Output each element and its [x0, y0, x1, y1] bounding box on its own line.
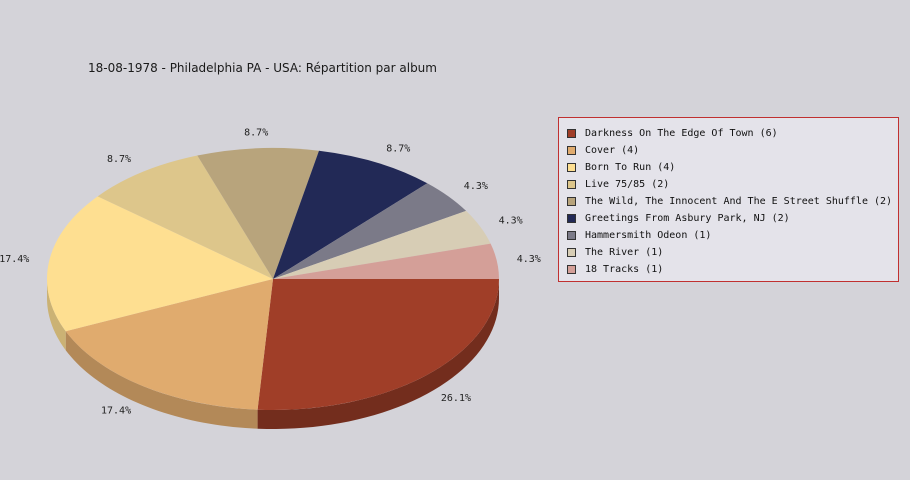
- pie-slice-8: [273, 243, 499, 279]
- legend-item: Darkness On The Edge Of Town (6): [559, 125, 898, 142]
- legend-swatch: [567, 129, 576, 138]
- legend-item: 18 Tracks (1): [559, 261, 898, 278]
- legend-item: The Wild, The Innocent And The E Street …: [559, 193, 898, 210]
- legend-label: The Wild, The Innocent And The E Street …: [585, 196, 893, 207]
- pie-slice-6: [273, 183, 467, 279]
- pie-slice-0: [257, 279, 499, 410]
- legend-label: Cover (4): [585, 145, 640, 156]
- pie-slice-4: [197, 147, 319, 279]
- legend-item: Greetings From Asbury Park, NJ (2): [559, 210, 898, 227]
- pie-slice-label-8: 4.3%: [517, 254, 541, 265]
- legend-label: Hammersmith Odeon (1): [585, 230, 712, 241]
- pie-slice-2: [47, 196, 273, 332]
- legend-swatch: [567, 248, 576, 257]
- pie-slice-label-1: 17.4%: [101, 406, 131, 417]
- legend-item: Born To Run (4): [559, 159, 898, 176]
- pie-slice-side-1: [65, 331, 258, 429]
- pie-slice-label-4: 8.7%: [244, 127, 268, 138]
- legend-item: The River (1): [559, 244, 898, 261]
- legend-item: Cover (4): [559, 142, 898, 159]
- legend-label: Darkness On The Edge Of Town (6): [585, 128, 778, 139]
- legend-item: Live 75/85 (2): [559, 176, 898, 193]
- legend-label: Live 75/85 (2): [585, 179, 670, 190]
- pie-slice-3: [97, 155, 273, 279]
- pie-slice-1: [65, 279, 274, 410]
- chart-title: 18-08-1978 - Philadelphia PA - USA: Répa…: [88, 61, 437, 75]
- pie-slice-label-7: 4.3%: [499, 215, 523, 226]
- legend-label: Greetings From Asbury Park, NJ (2): [585, 213, 790, 224]
- pie-slice-label-5: 8.7%: [386, 144, 410, 155]
- legend-swatch: [567, 231, 576, 240]
- pie-slice-label-3: 8.7%: [107, 154, 131, 165]
- legend-swatch: [567, 265, 576, 274]
- pie-slice-7: [273, 210, 491, 279]
- pie-slice-label-0: 26.1%: [441, 393, 471, 404]
- legend: Darkness On The Edge Of Town (6) Cover (4…: [558, 117, 899, 282]
- pie-slice-side-0: [257, 279, 499, 429]
- legend-swatch: [567, 163, 576, 172]
- legend-swatch: [567, 180, 576, 189]
- pie-slice-label-6: 4.3%: [464, 181, 488, 192]
- legend-item: Hammersmith Odeon (1): [559, 227, 898, 244]
- legend-swatch: [567, 214, 576, 223]
- pie-slice-label-2: 17.4%: [0, 254, 29, 265]
- legend-label: Born To Run (4): [585, 162, 676, 173]
- legend-label: The River (1): [585, 247, 664, 258]
- legend-label: 18 Tracks (1): [585, 264, 664, 275]
- pie-slice-side-2: [47, 279, 66, 351]
- pie-slice-5: [273, 150, 428, 279]
- legend-swatch: [567, 146, 576, 155]
- legend-swatch: [567, 197, 576, 206]
